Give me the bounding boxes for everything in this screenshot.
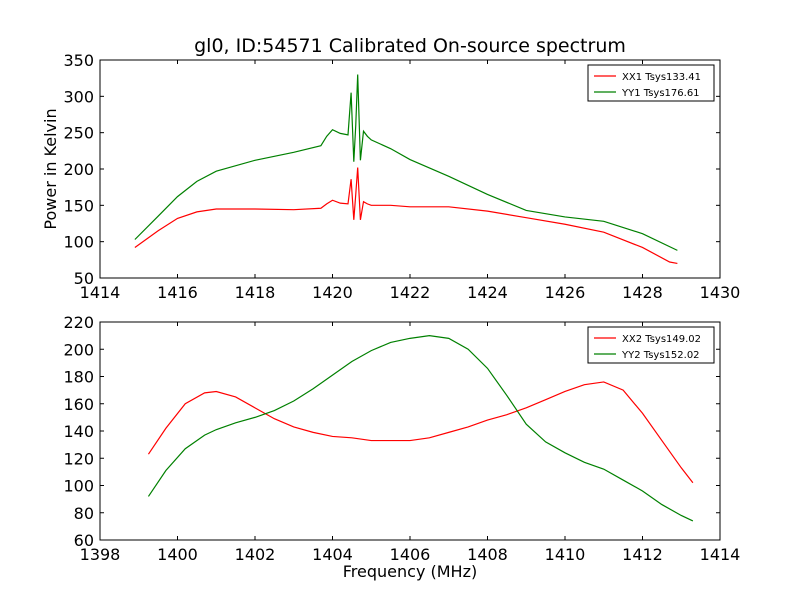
top-series-line-2 <box>134 74 678 251</box>
bottom-y-tick-label: 220 <box>63 313 94 332</box>
bottom-y-tick-label: 60 <box>74 531 94 550</box>
bottom-series-line-2 <box>147 335 694 522</box>
top-legend-label-1: XX1 Tsys133.41 <box>622 72 701 83</box>
bottom-x-tick-label: 1402 <box>235 545 276 564</box>
top-y-tick-label: 350 <box>63 51 94 70</box>
bottom-plot: 1398 1400 1402 1404 1406 1408 1410 1412 1414 60 80… <box>63 313 740 564</box>
top-y-tick-label: 50 <box>74 269 94 288</box>
top-x-tick-label: 1416 <box>157 283 198 302</box>
top-y-axis-label: Power in Kelvin <box>41 108 60 229</box>
bottom-y-tick-label: 120 <box>63 449 94 468</box>
bottom-legend-box <box>587 326 715 364</box>
bottom-x-tick-label: 1410 <box>545 545 586 564</box>
top-x-tick-label: 1414 <box>80 283 121 302</box>
top-y-tick-label: 150 <box>63 196 94 215</box>
bottom-legend-label-2: YY2 Tsys152.02 <box>621 350 700 361</box>
top-x-tick-label: 1428 <box>622 283 663 302</box>
top-y-tick-label: 200 <box>63 160 94 179</box>
bottom-x-tick-label: 1404 <box>312 545 353 564</box>
top-x-tick-label: 1422 <box>390 283 431 302</box>
bottom-y-tick-label: 140 <box>63 422 94 441</box>
top-legend: XX1 Tsys133.41 YY1 Tsys176.61 <box>587 64 715 102</box>
bottom-x-tick-label: 1412 <box>622 545 663 564</box>
top-x-tick-label: 1426 <box>545 283 586 302</box>
top-x-tick-label: 1420 <box>312 283 353 302</box>
bottom-x-tick-label: 1398 <box>80 545 121 564</box>
bottom-x-tick-label: 1400 <box>157 545 198 564</box>
bottom-x-axis-label: Frequency (MHz) <box>343 562 477 581</box>
top-x-tick-label: 1424 <box>467 283 508 302</box>
bottom-y-tick-label: 200 <box>63 340 94 359</box>
figure-title: gl0, ID:54571 Calibrated On-source spect… <box>194 35 626 57</box>
bottom-x-tick-label: 1408 <box>467 545 508 564</box>
bottom-x-tick-label: 1406 <box>390 545 431 564</box>
top-legend-box <box>587 64 715 102</box>
top-legend-label-2: YY1 Tsys176.61 <box>621 88 700 99</box>
bottom-legend: XX2 Tsys149.02 YY2 Tsys152.02 <box>587 326 715 364</box>
top-x-tick-label: 1418 <box>235 283 276 302</box>
bottom-series-line-1 <box>147 381 694 484</box>
top-y-tick-label: 250 <box>63 124 94 143</box>
bottom-y-tick-label: 80 <box>74 504 94 523</box>
top-series-line-1 <box>134 167 678 265</box>
top-plot: 1414 1416 1418 1420 1422 1424 1426 1428 1430 50 10… <box>63 51 740 302</box>
bottom-y-tick-label: 180 <box>63 368 94 387</box>
top-y-tick-label: 300 <box>63 87 94 106</box>
bottom-y-tick-label: 100 <box>63 477 94 496</box>
bottom-y-tick-label: 160 <box>63 395 94 414</box>
bottom-legend-label-1: XX2 Tsys149.02 <box>622 334 701 345</box>
top-y-tick-label: 100 <box>63 233 94 252</box>
bottom-x-tick-label: 1414 <box>700 545 741 564</box>
top-x-tick-label: 1430 <box>700 283 741 302</box>
